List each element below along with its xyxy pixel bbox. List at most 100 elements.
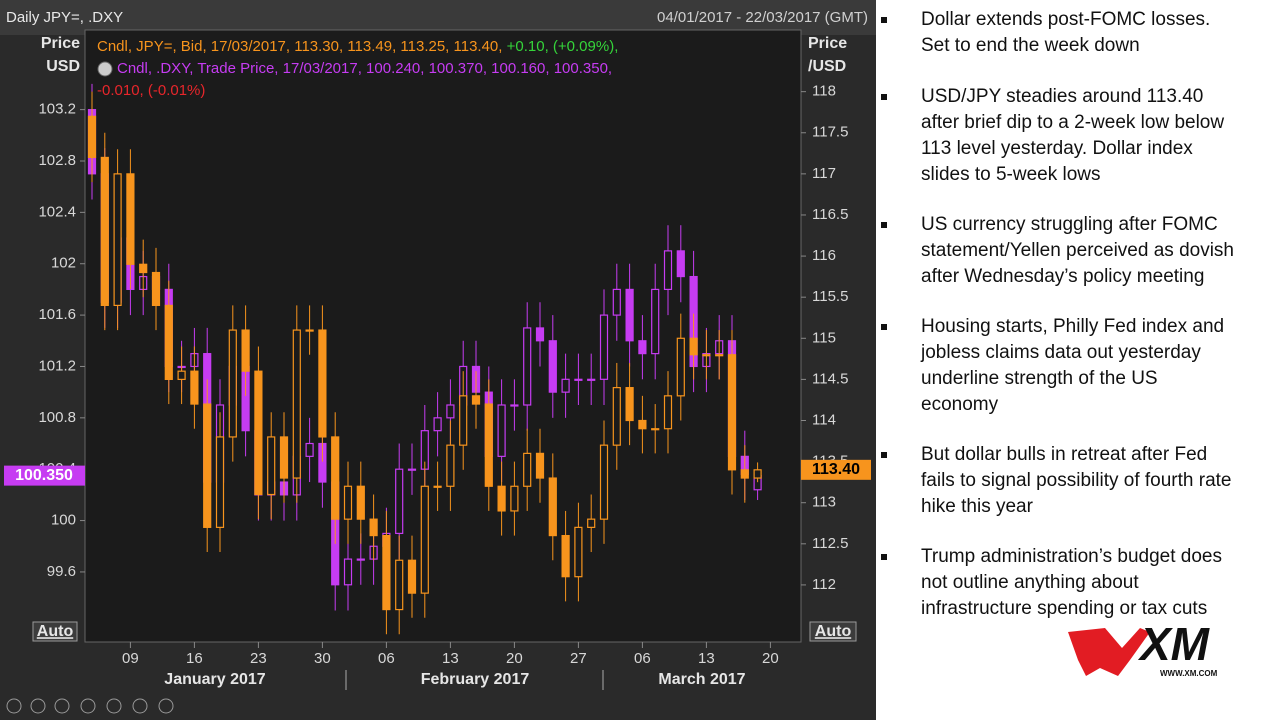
last-value-label: 113.40 [812, 461, 860, 478]
bullet-text: after Wednesday’s policy meeting [921, 266, 1204, 287]
y-tick-label: 103.2 [38, 101, 76, 118]
logo-url: WWW.XM.COM [1160, 669, 1218, 678]
bullet-text: 113 level yesterday. Dollar index [921, 138, 1193, 159]
bullet-text: statement/Yellen perceived as dovish [921, 240, 1234, 261]
y-axis-label: USD [46, 58, 80, 75]
candle-body [241, 329, 250, 372]
legend-entry: Cndl, .DXY, Trade Price, 17/03/2017, 100… [117, 60, 612, 77]
legend-text: -0.010, (-0.01%) [97, 82, 205, 99]
bullet-text: fails to signal possibility of fourth ra… [921, 470, 1232, 491]
candle-body [471, 395, 481, 405]
candle-body [497, 404, 506, 457]
candle-body [369, 518, 378, 537]
candle-body [164, 304, 173, 380]
x-tick-label: 13 [698, 650, 715, 667]
candle-body [638, 419, 647, 430]
tool-icon[interactable] [54, 698, 70, 714]
y2-tick-label: 114 [812, 411, 836, 428]
candle-body [587, 518, 596, 528]
auto-button[interactable]: Auto [809, 621, 857, 642]
candle-body [689, 337, 698, 356]
candle-body [407, 468, 417, 471]
y2-tick-label: 116.5 [812, 206, 848, 223]
candle-body [305, 329, 314, 332]
y-tick-label: 99.6 [47, 563, 76, 580]
tool-icon[interactable] [6, 698, 22, 714]
candle-body [561, 534, 570, 578]
tool-icon[interactable] [80, 698, 96, 714]
candle-body [254, 370, 263, 496]
auto-button-label[interactable]: Auto [37, 623, 74, 640]
x-tick-label: 27 [570, 650, 587, 667]
auto-button-bg[interactable] [32, 621, 78, 642]
candle-body [676, 337, 685, 397]
candle-body [267, 436, 276, 496]
bullet-text: infrastructure spending or tax cuts [921, 598, 1207, 619]
month-label: January 2017 [164, 671, 266, 688]
candle-series [87, 91, 762, 635]
candle-body [625, 288, 634, 342]
candle-body [599, 314, 609, 380]
candle-body [215, 436, 225, 528]
legend-icon [97, 61, 113, 77]
last-value-label: 100.350 [15, 467, 73, 484]
last-value-tag [4, 465, 85, 486]
tool-icon[interactable] [132, 698, 148, 714]
candle-body [177, 370, 186, 380]
candle-body [356, 558, 365, 561]
y-tick-label: 102 [51, 255, 76, 272]
candle-body [228, 329, 237, 438]
tool-icon[interactable] [158, 698, 174, 714]
x-tick-label: 16 [186, 650, 203, 667]
legend-entry: -0.010, (-0.01%) [97, 82, 205, 99]
tool-icon[interactable] [106, 698, 122, 714]
y2-tick-label: 116 [812, 247, 836, 264]
legend-text: +0.10, (+0.09%), [507, 38, 619, 55]
candle-body [561, 378, 570, 393]
plot-area [84, 29, 802, 643]
y2-tick-label: 114.5 [812, 370, 848, 387]
y2-tick-label: 115.5 [812, 288, 848, 305]
candle-body [190, 370, 199, 405]
candle-body [523, 452, 532, 487]
bullet-text: slides to 5-week lows [921, 164, 1101, 185]
candle-body [715, 354, 724, 357]
candle-body [599, 444, 609, 520]
candle-body [356, 485, 365, 520]
bullet-text: Housing starts, Philly Fed index and [921, 316, 1224, 337]
candle-body [548, 477, 557, 537]
tool-icon[interactable] [30, 698, 46, 714]
candle-body [433, 485, 442, 488]
auto-button-label[interactable]: Auto [815, 623, 852, 640]
date-range: 04/01/2017 - 22/03/2017 (GMT) [657, 9, 868, 26]
candle-body [663, 395, 673, 430]
y2-tick-label: 118 [812, 83, 836, 100]
auto-button-bg[interactable] [809, 621, 857, 642]
candle-body [574, 378, 583, 381]
y2-tick-label: 115 [812, 329, 836, 346]
candle-body [663, 250, 673, 291]
candle-body [459, 395, 468, 446]
candle-body [651, 428, 660, 431]
y-tick-label: 101.2 [38, 357, 76, 374]
bullet-text: after brief dip to a 2-week low below [921, 112, 1224, 133]
bullet-marker [881, 17, 887, 23]
bullet-marker [881, 324, 887, 330]
logo-text: XM [1137, 618, 1211, 670]
candle-body [100, 156, 109, 307]
legend-text: Cndl, .DXY, Trade Price, 17/03/2017, 100… [117, 60, 612, 77]
bullet-text: jobless claims data out yesterday [920, 342, 1201, 363]
candle-body [523, 327, 532, 406]
legend-text: Cndl, JPY=, Bid, 17/03/2017, 113.30, 113… [97, 38, 507, 55]
candle-body [587, 378, 596, 381]
auto-button[interactable]: Auto [32, 621, 78, 642]
month-label: February 2017 [421, 671, 530, 688]
x-tick-label: 06 [634, 650, 651, 667]
candle-body [382, 534, 391, 611]
bullet-text: hike this year [921, 496, 1034, 517]
bullet-text: underline strength of the US [921, 368, 1158, 389]
candle-body [753, 469, 762, 479]
bullet-text: economy [921, 394, 999, 415]
logo-mark [1068, 628, 1150, 676]
candle-body [574, 526, 583, 578]
